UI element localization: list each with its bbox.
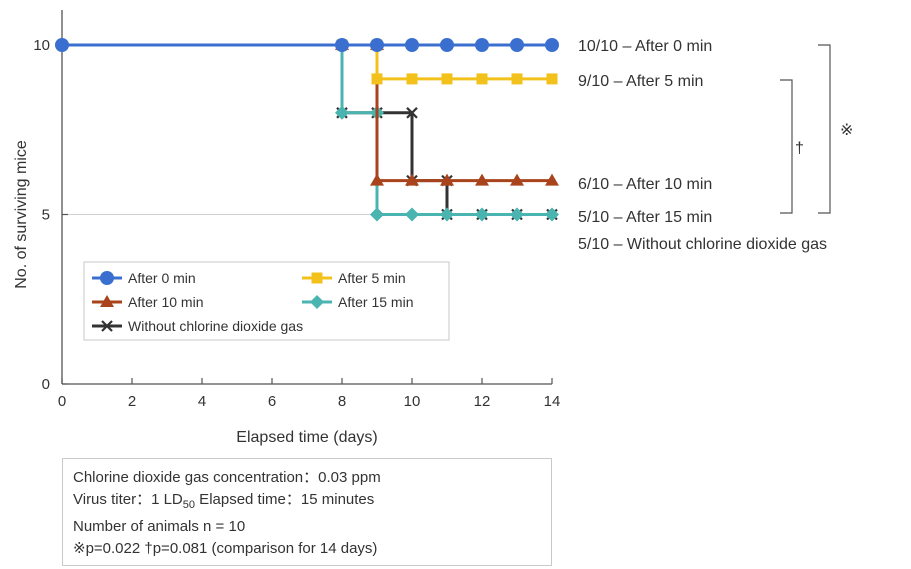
info-titer-sub: 50 <box>182 499 196 511</box>
series-line-after-15-min <box>62 43 552 216</box>
legend-box <box>83 261 450 341</box>
point-after-0-min-4 <box>440 38 454 52</box>
point-after-15-min-4 <box>370 207 384 222</box>
x-tick-label-10: 10 <box>404 393 421 410</box>
point-after-5-min-5 <box>441 73 453 85</box>
conditions-info-box: Chlorine dioxide gas concentration：0.03 … <box>62 458 552 566</box>
legend-item-without-gas: Without chlorine dioxide gas <box>92 318 303 334</box>
x-tick-label-14: 14 <box>544 393 561 410</box>
point-after-0-min-6 <box>510 38 524 52</box>
point-after-5-min-3 <box>371 73 383 85</box>
info-concentration: Chlorine dioxide gas concentration：0.03 … <box>73 469 381 486</box>
point-without-gas-4-b <box>406 107 418 119</box>
legend-swatch-marker-after-0-min <box>100 271 114 285</box>
info-pvalues: ※p=0.022 †p=0.081 (comparison for 14 day… <box>73 540 378 557</box>
info-animals: Number of animals n = 10 <box>73 518 246 535</box>
point-after-10-min-7 <box>510 173 524 186</box>
legend-swatch-marker-without-gas-b <box>101 320 113 332</box>
point-after-5-min-8 <box>546 73 558 85</box>
legend-label-after-10-min: After 10 min <box>128 294 203 310</box>
end-label-without-gas: 5/10 – Without chlorine dioxide gas <box>578 236 827 253</box>
point-after-0-min-3 <box>405 38 419 52</box>
x-tick-label-0: 0 <box>58 393 66 410</box>
end-label-after-10-min: 6/10 – After 10 min <box>578 176 712 193</box>
significance-brackets: ※† <box>780 44 853 214</box>
bracket-dagger-symbol: † <box>795 140 804 157</box>
x-tick-label-12: 12 <box>474 393 491 410</box>
point-after-15-min-9 <box>545 207 559 222</box>
point-after-15-min-6 <box>440 207 454 222</box>
legend-item-after-0-min: After 0 min <box>92 270 196 286</box>
point-after-10-min-6 <box>475 173 489 186</box>
y-tick-label-10: 10 <box>33 37 50 54</box>
bracket-star <box>818 44 831 214</box>
x-axis-label: Elapsed time (days) <box>236 429 377 446</box>
point-after-0-min-5 <box>475 38 489 52</box>
info-titer-pre: Virus titer：1 LD <box>73 491 183 508</box>
legend-item-after-15-min: After 15 min <box>302 294 413 310</box>
point-after-15-min-2 <box>335 105 349 120</box>
series-after-0-min <box>55 38 559 52</box>
x-tick-label-4: 4 <box>198 393 206 410</box>
point-after-10-min-5 <box>440 173 454 186</box>
end-labels: 10/10 – After 0 min 9/10 – After 5 min 6/1… <box>578 38 827 253</box>
y-tick-label-0: 0 <box>42 376 50 393</box>
point-after-5-min-6 <box>476 73 488 85</box>
bracket-dagger <box>780 79 793 214</box>
legend-item-after-5-min: After 5 min <box>302 270 406 286</box>
point-after-15-min-7 <box>475 207 489 222</box>
legend-swatch-marker-after-10-min <box>100 295 114 307</box>
legend-label-after-5-min: After 5 min <box>338 270 406 286</box>
point-after-10-min-4 <box>405 173 419 186</box>
point-without-gas-4 <box>406 107 418 119</box>
axes: 0 2 4 6 8 10 12 14 0 5 10 Elapsed time (days) No. of… <box>13 10 560 446</box>
end-label-after-15-min: 5/10 – After 15 min <box>578 209 712 226</box>
point-after-15-min-8 <box>510 207 524 222</box>
point-after-15-min-5 <box>405 207 419 222</box>
legend-label-after-0-min: After 0 min <box>128 270 196 286</box>
legend-label-after-15-min: After 15 min <box>338 294 413 310</box>
point-after-0-min-2 <box>370 38 384 52</box>
series-without-gas <box>62 39 558 221</box>
y-axis-label: No. of surviving mice <box>13 140 30 289</box>
point-after-0-min-7 <box>545 38 559 52</box>
series-group <box>55 38 559 222</box>
info-titer-post: Elapsed time：15 minutes <box>195 491 375 508</box>
series-line-after-10-min <box>62 43 552 183</box>
legend: After 0 min After 5 min After 10 min After … <box>83 261 450 341</box>
point-after-10-min-8 <box>545 173 559 186</box>
point-after-10-min-3 <box>370 173 384 186</box>
legend-item-after-10-min: After 10 min <box>92 294 203 310</box>
legend-label-without-gas: Without chlorine dioxide gas <box>128 318 303 334</box>
x-tick-label-6: 6 <box>268 393 276 410</box>
end-label-after-5-min: 9/10 – After 5 min <box>578 73 703 90</box>
point-after-5-min-4 <box>406 73 418 85</box>
point-after-0-min-0 <box>55 38 69 52</box>
series-after-10-min <box>62 38 559 186</box>
point-after-5-min-7 <box>511 73 523 85</box>
legend-swatch-marker-after-5-min <box>311 272 323 284</box>
end-label-after-0-min: 10/10 – After 0 min <box>578 38 712 55</box>
info-titer: Virus titer：1 LD50 Elapsed time：15 minut… <box>73 489 551 516</box>
gridlines <box>62 44 552 215</box>
legend-swatch-marker-after-15-min <box>310 295 324 309</box>
point-after-0-min-1 <box>335 38 349 52</box>
series-after-15-min <box>62 38 559 222</box>
x-tick-label-2: 2 <box>128 393 136 410</box>
bracket-star-symbol: ※ <box>840 122 853 139</box>
y-tick-label-5: 5 <box>42 207 50 224</box>
legend-swatch-marker-without-gas <box>101 320 113 332</box>
x-tick-label-8: 8 <box>338 393 346 410</box>
series-line-without-gas <box>62 43 552 216</box>
